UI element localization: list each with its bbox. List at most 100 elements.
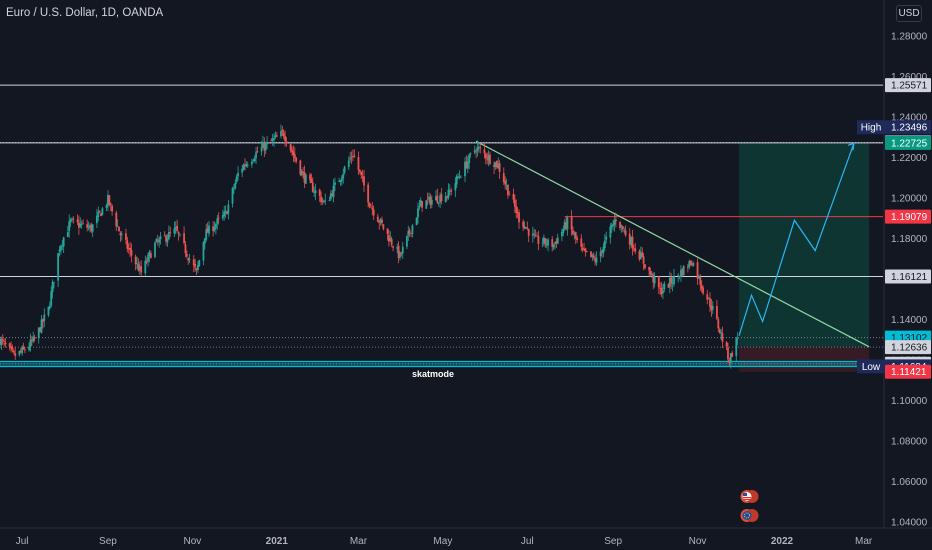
candle-body bbox=[386, 228, 389, 234]
candle-body bbox=[58, 249, 61, 252]
candle-body bbox=[378, 221, 381, 223]
candle-body bbox=[376, 216, 379, 222]
candle-body bbox=[619, 222, 621, 228]
candle-body bbox=[235, 176, 238, 183]
candle-body bbox=[418, 205, 421, 208]
candle-body bbox=[435, 196, 437, 201]
candle-body bbox=[594, 258, 597, 262]
candle-body bbox=[33, 337, 36, 339]
candle-body bbox=[217, 217, 220, 219]
candle-body bbox=[192, 259, 195, 266]
x-tick-label: Sep bbox=[99, 536, 117, 547]
candle-body bbox=[271, 138, 274, 141]
candle-body bbox=[188, 259, 191, 260]
candle-body bbox=[400, 252, 403, 254]
candle-body bbox=[673, 275, 675, 285]
candle-body bbox=[66, 232, 69, 237]
candle-body bbox=[82, 222, 84, 224]
candle-body bbox=[281, 130, 284, 132]
candle-body bbox=[534, 235, 537, 237]
x-tick-label: 2022 bbox=[771, 536, 794, 547]
candle-body bbox=[457, 177, 460, 179]
candle-body bbox=[264, 143, 267, 151]
us-flag-event-icon[interactable] bbox=[740, 489, 762, 504]
candle-body bbox=[138, 266, 141, 270]
candle-body bbox=[428, 196, 430, 199]
candle-body bbox=[331, 193, 334, 196]
y-tick-label: 1.22000 bbox=[891, 153, 928, 164]
candle-body bbox=[390, 239, 393, 245]
candle-body bbox=[437, 202, 440, 204]
candle-body bbox=[699, 276, 702, 286]
candle-body bbox=[187, 258, 190, 261]
candle-body bbox=[311, 182, 314, 193]
candle-body bbox=[59, 245, 62, 251]
price-tag-value: 1.19079 bbox=[891, 212, 928, 223]
candle-body bbox=[707, 297, 710, 299]
candle-body bbox=[401, 246, 404, 254]
candle-body bbox=[350, 156, 353, 158]
candle-body bbox=[159, 236, 162, 240]
candle-body bbox=[430, 199, 433, 205]
candle-body bbox=[446, 196, 448, 197]
candle-body bbox=[349, 157, 352, 160]
candle-body bbox=[642, 256, 645, 264]
candle-body bbox=[721, 333, 724, 342]
candle-body bbox=[717, 319, 720, 329]
candle-body bbox=[11, 347, 14, 351]
y-tick-label: 1.18000 bbox=[891, 234, 928, 245]
candle-body bbox=[40, 319, 43, 333]
price-tag-value: 1.16121 bbox=[891, 272, 928, 283]
candle-body bbox=[561, 231, 563, 237]
candle-body bbox=[526, 227, 529, 229]
candle-body bbox=[0, 339, 3, 345]
candle-body bbox=[696, 262, 699, 279]
candle-body bbox=[493, 164, 495, 168]
candle-body bbox=[609, 226, 612, 238]
candle-body bbox=[42, 319, 44, 322]
candle-body bbox=[716, 305, 718, 319]
candle-body bbox=[215, 224, 217, 229]
candle-body bbox=[320, 196, 322, 203]
candle-body bbox=[347, 160, 350, 168]
candle-body bbox=[736, 338, 739, 340]
candle-body bbox=[495, 160, 498, 168]
candle-body bbox=[455, 176, 458, 185]
candle-body bbox=[50, 291, 53, 306]
candle-body bbox=[29, 339, 32, 347]
candle-body bbox=[285, 141, 288, 144]
candle-body bbox=[205, 229, 208, 240]
candle-body bbox=[566, 217, 569, 230]
candle-body bbox=[154, 242, 156, 257]
price-tag-label-bg bbox=[857, 120, 885, 135]
candle-body bbox=[21, 347, 24, 354]
x-tick-label: Mar bbox=[855, 536, 873, 547]
candle-body bbox=[650, 273, 653, 276]
candle-body bbox=[668, 277, 671, 287]
candle-body bbox=[652, 274, 655, 283]
candle-body bbox=[711, 305, 714, 310]
candle-body bbox=[671, 283, 674, 285]
currency-button[interactable]: USD bbox=[896, 5, 922, 22]
candle-body bbox=[728, 360, 731, 363]
candle-body bbox=[426, 198, 429, 200]
candle-body bbox=[174, 227, 177, 229]
candle-body bbox=[583, 249, 585, 250]
eu-flag-event-icon[interactable] bbox=[740, 508, 762, 523]
candle-body bbox=[353, 155, 356, 157]
candle-body bbox=[508, 194, 511, 196]
candle-body bbox=[638, 250, 641, 260]
candle-body bbox=[118, 226, 120, 232]
y-tick-label: 1.06000 bbox=[891, 477, 928, 488]
candle-body bbox=[289, 144, 292, 151]
candle-body bbox=[80, 224, 83, 225]
candle-body bbox=[291, 149, 293, 153]
candle-body bbox=[116, 226, 119, 228]
candle-body bbox=[379, 219, 382, 223]
candle-body bbox=[155, 239, 158, 243]
candle-body bbox=[87, 226, 90, 228]
chart-title: Euro / U.S. Dollar, 1D, OANDA bbox=[6, 7, 164, 19]
candle-body bbox=[605, 236, 608, 240]
